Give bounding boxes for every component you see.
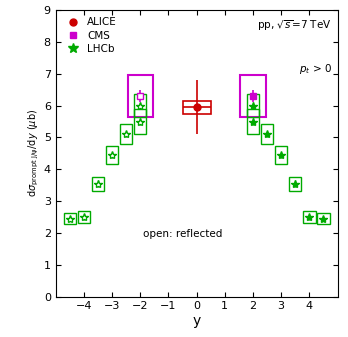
Text: $p_t$ > 0: $p_t$ > 0 bbox=[299, 62, 332, 76]
Bar bbox=[183, 101, 211, 114]
Bar bbox=[303, 211, 316, 223]
Bar bbox=[134, 94, 147, 117]
Bar bbox=[247, 94, 259, 117]
Bar bbox=[289, 177, 301, 191]
Bar bbox=[240, 75, 266, 117]
Bar bbox=[134, 110, 147, 133]
Bar bbox=[64, 213, 76, 224]
Bar bbox=[92, 177, 104, 191]
Y-axis label: d$\sigma_{\rm prompt\ J/\psi}$/d$y$ ($\mu$b): d$\sigma_{\rm prompt\ J/\psi}$/d$y$ ($\m… bbox=[26, 109, 41, 197]
Bar bbox=[247, 110, 259, 133]
Bar bbox=[128, 75, 153, 117]
Bar bbox=[106, 146, 118, 164]
Bar bbox=[317, 213, 330, 224]
Bar bbox=[78, 211, 90, 223]
Bar bbox=[261, 124, 273, 145]
Bar bbox=[275, 146, 287, 164]
X-axis label: y: y bbox=[192, 314, 201, 328]
Text: pp, $\sqrt{s}$=7 TeV: pp, $\sqrt{s}$=7 TeV bbox=[257, 19, 332, 33]
Text: open: reflected: open: reflected bbox=[143, 228, 222, 239]
Bar bbox=[120, 124, 132, 145]
Legend: ALICE, CMS, LHCb: ALICE, CMS, LHCb bbox=[61, 15, 119, 56]
